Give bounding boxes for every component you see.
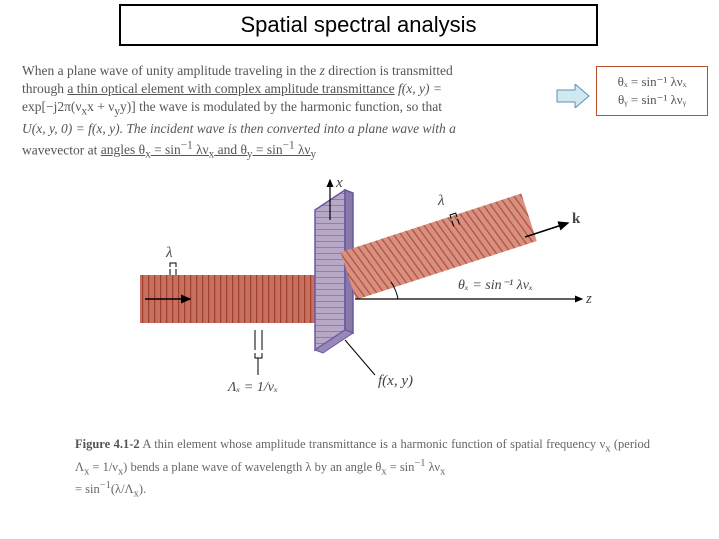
lambda-label: λ	[165, 245, 173, 261]
caption-label: Figure 4.1-2	[75, 437, 140, 451]
p-underline: a thin optical element with complex ampl…	[67, 81, 394, 96]
x-axis-label: x	[335, 175, 343, 191]
pointer-arrow-icon	[555, 84, 590, 108]
p-u: and θ	[214, 142, 247, 157]
c-text: = sin	[75, 482, 100, 496]
p-u: angles θ	[101, 142, 145, 157]
period-label: Λₓ = 1/νₓ	[226, 380, 278, 395]
c-text: ) bends a plane wave of wavelength λ by …	[123, 460, 381, 474]
p-text: When a plane wave of unity amplitude tra…	[22, 63, 320, 78]
p-u: λν	[193, 142, 209, 157]
c-sup: −1	[414, 458, 425, 469]
k-vector-label: k	[572, 211, 581, 227]
title-box: Spatial spectral analysis	[119, 4, 598, 46]
lambda-label-2: λ	[437, 193, 445, 209]
c-text: = sin	[387, 460, 415, 474]
p-u: = sin	[253, 142, 283, 157]
formula-box: θₓ = sin⁻¹ λνₓ θᵧ = sin⁻¹ λνᵧ	[596, 66, 708, 116]
p-sub: y	[310, 149, 316, 161]
diffraction-diagram: λ x λ z k θₓ = sin⁻¹ λνₓ	[130, 175, 600, 420]
z-axis-label: z	[585, 291, 592, 307]
c-sup: −1	[100, 480, 111, 491]
p-fxy: f(x, y) =	[395, 81, 442, 96]
p-text: through	[22, 81, 67, 96]
figure-caption: Figure 4.1-2 A thin element whose amplit…	[75, 436, 650, 502]
p-text: exp[−j2π(ν	[22, 99, 82, 114]
p-text: y)] the wave is modulated by the harmoni…	[120, 99, 442, 114]
c-text: ).	[139, 482, 146, 496]
p-text: wavevector at	[22, 142, 101, 157]
p-u: = sin	[151, 142, 181, 157]
c-text: A thin element whose amplitude transmitt…	[140, 437, 606, 451]
c-text: = 1/ν	[89, 460, 118, 474]
p-sup: −1	[181, 140, 193, 152]
p-text: U(x, y, 0) = f(x, y). The incident wave …	[22, 121, 456, 136]
p-text: x + ν	[87, 99, 114, 114]
title-text: Spatial spectral analysis	[240, 12, 476, 38]
formula-line-1: θₓ = sin⁻¹ λνₓ	[618, 73, 687, 91]
c-text: (λ/Λ	[111, 482, 134, 496]
formula-line-2: θᵧ = sin⁻¹ λνᵧ	[618, 91, 686, 109]
p-sup: −1	[283, 140, 295, 152]
description-paragraph: When a plane wave of unity amplitude tra…	[22, 62, 552, 163]
p-u: λν	[295, 142, 311, 157]
p-text: direction is transmitted	[325, 63, 453, 78]
theta-label: θₓ = sin⁻¹ λνₓ	[458, 278, 533, 293]
c-text: λν	[425, 460, 440, 474]
fxy-label: f(x, y)	[378, 373, 413, 389]
c-sub: x	[440, 466, 445, 477]
